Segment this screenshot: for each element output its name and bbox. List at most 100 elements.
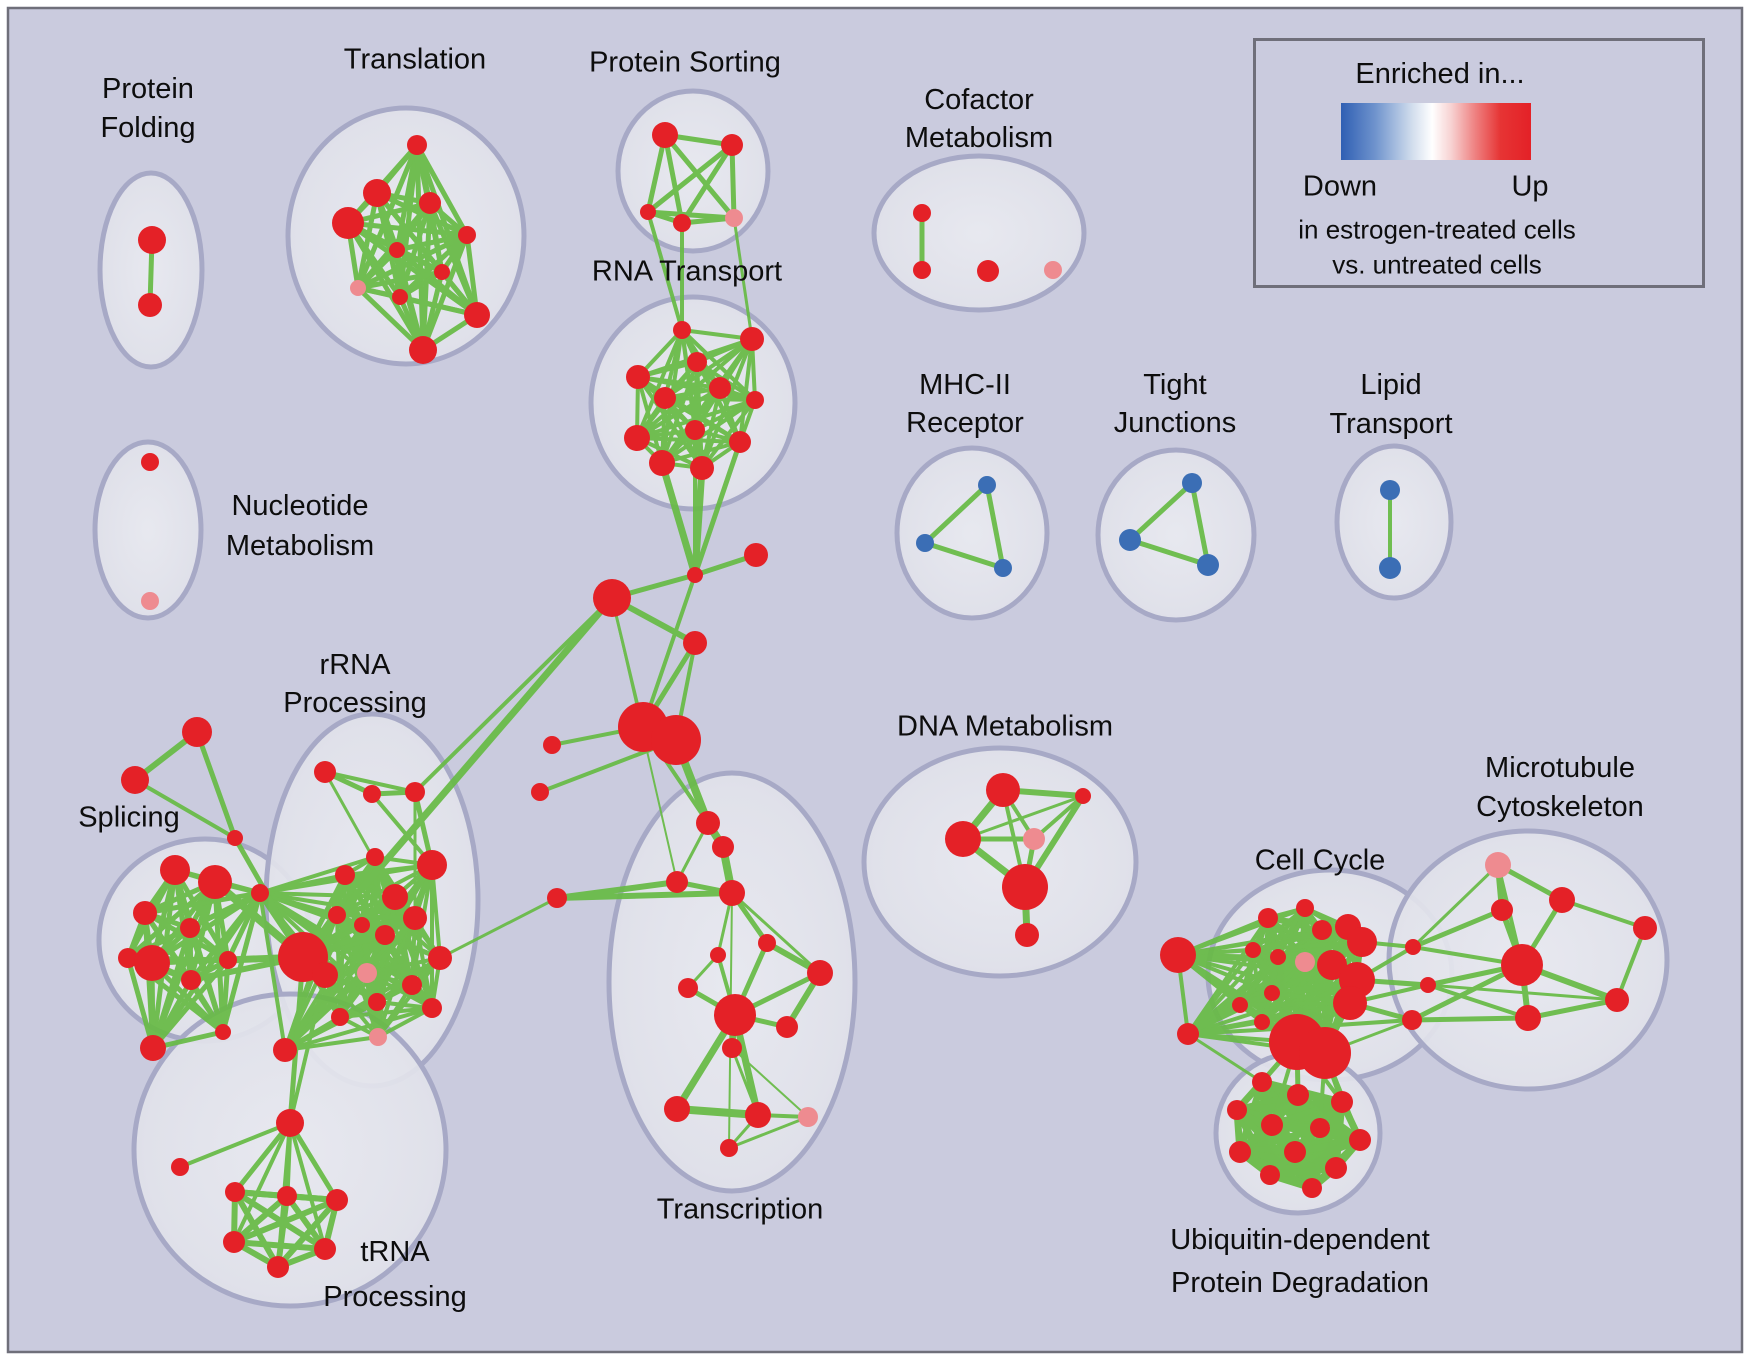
gene-set-node[interactable]	[687, 352, 707, 372]
gene-set-node[interactable]	[1379, 557, 1401, 579]
gene-set-node[interactable]	[314, 761, 336, 783]
gene-set-node[interactable]	[664, 1096, 690, 1122]
gene-set-node[interactable]	[458, 226, 476, 244]
gene-set-node[interactable]	[690, 456, 714, 480]
gene-set-node[interactable]	[251, 884, 269, 902]
gene-set-node[interactable]	[121, 766, 149, 794]
gene-set-node[interactable]	[673, 321, 691, 339]
gene-set-node[interactable]	[725, 209, 743, 227]
gene-set-node[interactable]	[652, 122, 678, 148]
gene-set-node[interactable]	[1347, 927, 1377, 957]
gene-set-node[interactable]	[720, 1139, 738, 1157]
gene-set-node[interactable]	[368, 993, 386, 1011]
gene-set-node[interactable]	[531, 783, 549, 801]
gene-set-node[interactable]	[977, 260, 999, 282]
gene-set-node[interactable]	[1349, 1129, 1371, 1151]
gene-set-node[interactable]	[223, 1231, 245, 1253]
gene-set-node[interactable]	[140, 1035, 166, 1061]
gene-set-node[interactable]	[1023, 828, 1045, 850]
gene-set-node[interactable]	[1515, 1005, 1541, 1031]
gene-set-node[interactable]	[392, 289, 408, 305]
gene-set-node[interactable]	[1229, 1141, 1251, 1163]
gene-set-node[interactable]	[1296, 899, 1314, 917]
gene-set-node[interactable]	[678, 978, 698, 998]
gene-set-node[interactable]	[1119, 529, 1141, 551]
gene-set-node[interactable]	[314, 1238, 336, 1260]
gene-set-node[interactable]	[273, 1038, 297, 1062]
gene-set-node[interactable]	[1264, 985, 1280, 1001]
gene-set-node[interactable]	[744, 543, 768, 567]
gene-set-node[interactable]	[363, 179, 391, 207]
gene-set-node[interactable]	[685, 420, 705, 440]
gene-set-node[interactable]	[118, 948, 138, 968]
gene-set-node[interactable]	[994, 559, 1012, 577]
gene-set-node[interactable]	[409, 336, 437, 364]
gene-set-node[interactable]	[141, 453, 159, 471]
gene-set-node[interactable]	[1380, 480, 1400, 500]
gene-set-node[interactable]	[215, 1024, 231, 1040]
gene-set-node[interactable]	[712, 836, 734, 858]
gene-set-node[interactable]	[714, 994, 756, 1036]
gene-set-node[interactable]	[1258, 908, 1278, 928]
gene-set-node[interactable]	[1254, 1014, 1270, 1030]
gene-set-node[interactable]	[1299, 1027, 1351, 1079]
gene-set-node[interactable]	[776, 1016, 798, 1038]
gene-set-node[interactable]	[649, 450, 675, 476]
gene-set-node[interactable]	[710, 947, 726, 963]
gene-set-node[interactable]	[1197, 554, 1219, 576]
gene-set-node[interactable]	[434, 264, 450, 280]
gene-set-node[interactable]	[696, 811, 720, 835]
gene-set-node[interactable]	[1549, 887, 1575, 913]
gene-set-node[interactable]	[375, 925, 395, 945]
gene-set-node[interactable]	[1245, 942, 1261, 958]
gene-set-node[interactable]	[1295, 952, 1315, 972]
gene-set-node[interactable]	[1310, 1118, 1330, 1138]
gene-set-node[interactable]	[276, 1109, 304, 1137]
gene-set-node[interactable]	[807, 960, 833, 986]
gene-set-node[interactable]	[1317, 950, 1347, 980]
gene-set-node[interactable]	[1284, 1141, 1306, 1163]
gene-set-node[interactable]	[593, 579, 631, 617]
gene-set-node[interactable]	[335, 865, 355, 885]
gene-set-node[interactable]	[1177, 1023, 1199, 1045]
gene-set-node[interactable]	[363, 785, 381, 803]
gene-set-node[interactable]	[277, 1186, 297, 1206]
gene-set-node[interactable]	[1302, 1178, 1322, 1198]
gene-set-node[interactable]	[1002, 864, 1048, 910]
gene-set-node[interactable]	[134, 945, 170, 981]
gene-set-node[interactable]	[913, 261, 931, 279]
gene-set-node[interactable]	[640, 204, 656, 220]
gene-set-node[interactable]	[626, 365, 650, 389]
gene-set-node[interactable]	[369, 1028, 387, 1046]
gene-set-node[interactable]	[978, 476, 996, 494]
gene-set-node[interactable]	[267, 1256, 289, 1278]
gene-set-node[interactable]	[1333, 986, 1367, 1020]
gene-set-node[interactable]	[1633, 916, 1657, 940]
gene-set-node[interactable]	[1075, 788, 1091, 804]
gene-set-node[interactable]	[1261, 1114, 1283, 1136]
gene-set-node[interactable]	[328, 906, 346, 924]
gene-set-node[interactable]	[722, 1038, 742, 1058]
gene-set-node[interactable]	[1331, 1091, 1353, 1113]
gene-set-node[interactable]	[709, 377, 731, 399]
gene-set-node[interactable]	[312, 962, 338, 988]
gene-set-node[interactable]	[666, 871, 688, 893]
gene-set-node[interactable]	[1160, 937, 1196, 973]
gene-set-node[interactable]	[354, 917, 370, 933]
gene-set-node[interactable]	[138, 226, 166, 254]
gene-set-node[interactable]	[651, 715, 701, 765]
gene-set-node[interactable]	[138, 293, 162, 317]
gene-set-node[interactable]	[1227, 1100, 1247, 1120]
gene-set-node[interactable]	[182, 717, 212, 747]
gene-set-node[interactable]	[198, 865, 232, 899]
gene-set-node[interactable]	[402, 975, 422, 995]
gene-set-node[interactable]	[331, 1008, 349, 1026]
gene-set-node[interactable]	[160, 855, 190, 885]
gene-set-node[interactable]	[382, 884, 408, 910]
gene-set-node[interactable]	[945, 821, 981, 857]
gene-set-node[interactable]	[687, 567, 703, 583]
gene-set-node[interactable]	[1491, 899, 1513, 921]
gene-set-node[interactable]	[171, 1158, 189, 1176]
gene-set-node[interactable]	[1044, 261, 1062, 279]
gene-set-node[interactable]	[1325, 1157, 1347, 1179]
